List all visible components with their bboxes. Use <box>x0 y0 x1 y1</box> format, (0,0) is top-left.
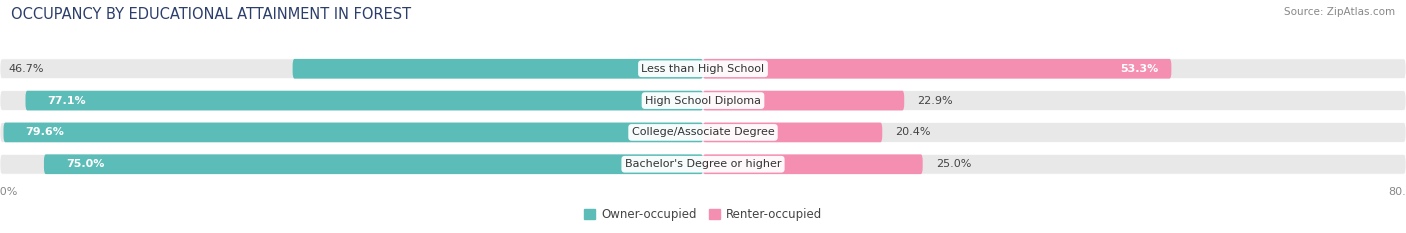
Text: Source: ZipAtlas.com: Source: ZipAtlas.com <box>1284 7 1395 17</box>
FancyBboxPatch shape <box>0 91 1406 110</box>
FancyBboxPatch shape <box>703 91 904 110</box>
FancyBboxPatch shape <box>44 154 703 174</box>
FancyBboxPatch shape <box>703 59 1171 79</box>
FancyBboxPatch shape <box>0 59 1406 79</box>
FancyBboxPatch shape <box>703 154 922 174</box>
Text: College/Associate Degree: College/Associate Degree <box>631 127 775 137</box>
Legend: Owner-occupied, Renter-occupied: Owner-occupied, Renter-occupied <box>579 203 827 225</box>
FancyBboxPatch shape <box>0 123 1406 142</box>
FancyBboxPatch shape <box>4 123 703 142</box>
Text: 77.1%: 77.1% <box>48 96 86 106</box>
Text: 20.4%: 20.4% <box>896 127 931 137</box>
Text: High School Diploma: High School Diploma <box>645 96 761 106</box>
FancyBboxPatch shape <box>0 154 1406 174</box>
Text: OCCUPANCY BY EDUCATIONAL ATTAINMENT IN FOREST: OCCUPANCY BY EDUCATIONAL ATTAINMENT IN F… <box>11 7 412 22</box>
Text: Less than High School: Less than High School <box>641 64 765 74</box>
Text: 75.0%: 75.0% <box>66 159 104 169</box>
Text: 79.6%: 79.6% <box>25 127 65 137</box>
FancyBboxPatch shape <box>25 91 703 110</box>
FancyBboxPatch shape <box>703 123 883 142</box>
FancyBboxPatch shape <box>292 59 703 79</box>
Text: 25.0%: 25.0% <box>936 159 972 169</box>
Text: 46.7%: 46.7% <box>8 64 44 74</box>
Text: Bachelor's Degree or higher: Bachelor's Degree or higher <box>624 159 782 169</box>
Text: 53.3%: 53.3% <box>1121 64 1159 74</box>
Text: 22.9%: 22.9% <box>917 96 953 106</box>
